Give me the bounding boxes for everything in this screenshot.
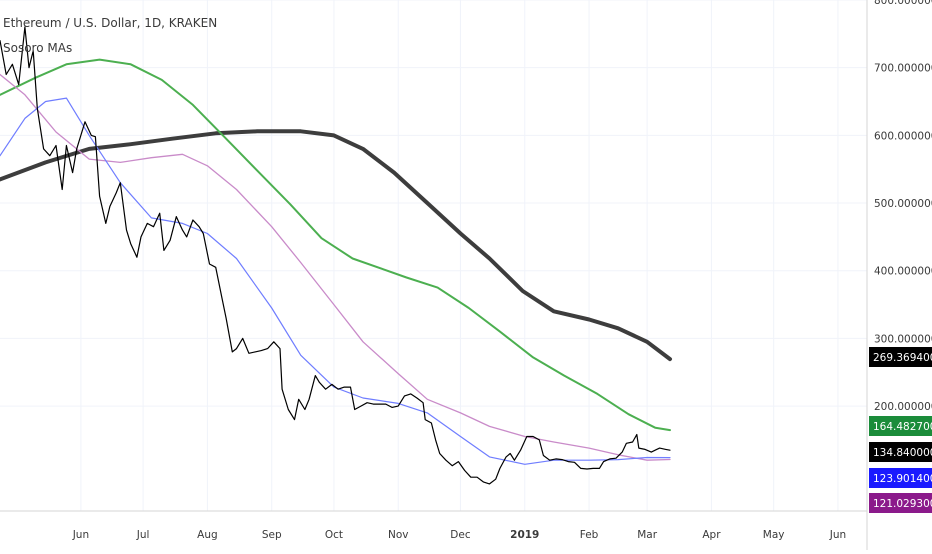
indicator-label: Sosoro MAs — [3, 41, 73, 55]
price-label-box — [869, 468, 932, 488]
price-label-box — [869, 493, 932, 513]
price-label-box — [869, 347, 932, 367]
x-tick-label: Nov — [388, 529, 409, 541]
x-tick-label: Apr — [702, 529, 721, 541]
y-tick-label: 200.00000000 — [874, 401, 932, 413]
axis-layer — [0, 0, 868, 550]
series-layer — [0, 26, 672, 485]
y-axis-labels: 800.00000000 700.00000000 600.00000000 500.… — [874, 0, 932, 413]
y-tick-label: 600.00000000 — [874, 130, 932, 142]
chart-title: Ethereum / U.S. Dollar, 1D, KRAKEN — [3, 16, 218, 30]
price-label-box — [869, 416, 932, 436]
grid-layer — [0, 0, 867, 511]
y-tick-label: 300.00000000 — [874, 333, 932, 345]
series-line-0 — [0, 26, 671, 485]
x-tick-label: Jun — [829, 529, 846, 541]
x-tick-label: May — [763, 529, 785, 541]
x-tick-label: Jun — [72, 529, 89, 541]
x-tick-label: Dec — [450, 529, 471, 541]
price-label-text: 123.90140000 — [873, 473, 932, 485]
x-tick-label: Feb — [580, 529, 599, 541]
x-tick-label: Oct — [325, 529, 343, 541]
x-tick-label: Aug — [197, 529, 218, 541]
price-label-text: 164.48270000 — [873, 421, 932, 433]
x-tick-label: Sep — [262, 529, 282, 541]
y-tick-label: 800.00000000 — [874, 0, 932, 7]
price-labels: 269.36940000 164.48270000 134.84000000 123.… — [869, 347, 932, 513]
x-tick-label: Mar — [637, 529, 657, 541]
x-tick-label: Jul — [136, 529, 150, 541]
series-line-3 — [0, 73, 671, 461]
price-label-text: 269.36940000 — [873, 352, 932, 364]
series-line-1 — [0, 129, 672, 362]
price-label-text: 134.84000000 — [873, 447, 932, 459]
price-label-text: 121.02930000 — [873, 498, 932, 510]
price-label-box — [869, 442, 932, 462]
x-axis-labels: Jun Jul Aug Sep Oct Nov Dec 2019 Feb Mar Apr May Jun — [72, 529, 846, 541]
series-line-4 — [0, 97, 671, 465]
y-tick-label: 500.00000000 — [874, 198, 932, 210]
series-line-2 — [0, 58, 671, 432]
x-tick-label: 2019 — [510, 529, 539, 541]
y-tick-label: 700.00000000 — [874, 63, 932, 75]
y-tick-label: 400.00000000 — [874, 266, 932, 278]
